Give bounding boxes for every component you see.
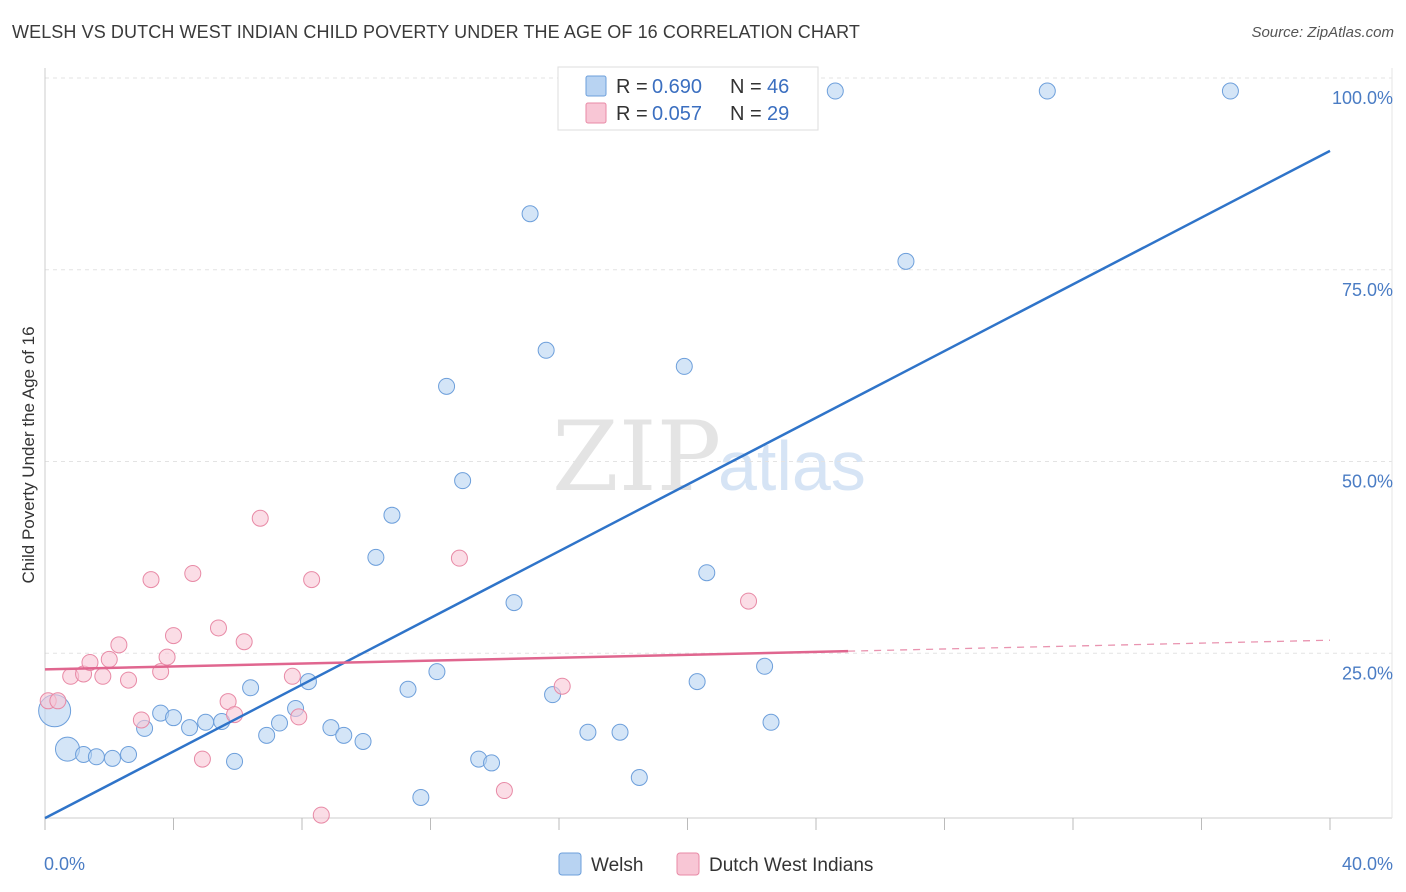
welsh-point-10 <box>197 713 215 731</box>
dutch-point-13 <box>165 627 182 645</box>
legend-swatch-dutch <box>585 102 607 124</box>
watermark-zip: ZIP <box>552 401 721 513</box>
x-tick-label-min: 0.0% <box>44 854 85 874</box>
dutch-point-26 <box>495 782 513 800</box>
welsh-point-4 <box>103 749 121 767</box>
bottom-legend-label-welsh: Welsh <box>591 855 643 876</box>
welsh-point-13 <box>242 679 260 697</box>
dutch-point-6 <box>100 650 118 668</box>
y-tick-label-75: 75.0% <box>1342 280 1393 300</box>
welsh-point-19 <box>335 726 353 744</box>
welsh-point-29 <box>483 754 501 772</box>
dutch-point-4 <box>81 653 99 671</box>
welsh-point-31 <box>521 205 539 223</box>
welsh-point-39 <box>698 564 716 582</box>
welsh-point-9 <box>181 719 199 737</box>
welsh-point-24 <box>412 788 430 806</box>
dutch-point-5 <box>94 667 112 685</box>
y-tick-label-50: 50.0% <box>1342 472 1393 492</box>
dutch-point-9 <box>132 711 150 729</box>
trendline-welsh <box>44 149 1331 820</box>
axes: 25.0% 50.0% 75.0% 100.0% 0.0% 40.0% <box>44 68 1393 874</box>
legend-r-value-dutch: 0.057 <box>652 103 702 125</box>
welsh-point-27 <box>454 472 472 490</box>
welsh-point-8 <box>165 709 182 727</box>
dutch-point-23 <box>303 571 321 589</box>
welsh-point-21 <box>367 548 385 566</box>
bottom-legend-swatch-dutch <box>676 852 700 876</box>
welsh-point-41 <box>762 713 780 731</box>
dutch-point-8 <box>120 671 138 689</box>
dutch-point-21 <box>283 667 301 685</box>
watermark-atlas: atlas <box>718 427 866 505</box>
dutch-point-22 <box>290 708 308 726</box>
welsh-point-34 <box>579 723 597 741</box>
welsh-point-40 <box>756 657 774 675</box>
dutch-point-12 <box>158 648 176 666</box>
dutch-point-25 <box>450 549 468 567</box>
welsh-point-38 <box>688 673 706 691</box>
welsh-point-23 <box>399 680 417 698</box>
trendline-dutch-extension <box>848 639 1331 652</box>
welsh-point-14 <box>258 726 276 744</box>
series-dutch <box>39 509 758 824</box>
trendline-dutch <box>44 649 849 671</box>
legend-n-value-dutch: 29 <box>767 103 789 125</box>
dutch-point-14 <box>184 564 202 582</box>
welsh-point-18 <box>322 719 340 737</box>
watermark: ZIP atlas <box>552 401 866 513</box>
dutch-point-19 <box>235 633 253 651</box>
legend-r-label-dutch: R = <box>616 103 648 125</box>
x-tick-label-max: 40.0% <box>1342 854 1393 874</box>
welsh-point-12 <box>226 752 244 770</box>
dutch-point-28 <box>740 592 758 610</box>
legend: R = 0.690 N = 46 R = 0.057 N = 29 <box>557 66 819 131</box>
welsh-point-26 <box>438 377 456 395</box>
welsh-point-20 <box>354 732 372 750</box>
bottom-legend-swatch-welsh <box>558 852 582 876</box>
y-tick-label-25: 25.0% <box>1342 663 1393 683</box>
welsh-point-37 <box>675 357 693 375</box>
welsh-point-42 <box>826 82 844 100</box>
welsh-point-43 <box>897 252 915 270</box>
chart-title: WELSH VS DUTCH WEST INDIAN CHILD POVERTY… <box>12 22 860 42</box>
bottom-legend: Welsh Dutch West Indians <box>558 852 873 876</box>
bottom-legend-label-dutch: Dutch West Indians <box>709 855 873 876</box>
dutch-point-24 <box>312 806 330 824</box>
dutch-point-1 <box>49 692 67 710</box>
welsh-point-44 <box>1038 82 1056 100</box>
y-axis-title: Child Poverty Under the Age of 16 <box>19 326 38 583</box>
welsh-point-5 <box>120 745 138 763</box>
dutch-point-7 <box>110 636 128 654</box>
dutch-point-15 <box>193 750 211 768</box>
dutch-point-27 <box>553 677 571 695</box>
dutch-point-10 <box>142 571 160 589</box>
welsh-point-3 <box>87 748 105 766</box>
grid <box>45 77 1392 654</box>
welsh-point-22 <box>383 506 401 524</box>
welsh-point-30 <box>505 594 523 612</box>
dutch-point-16 <box>209 619 227 637</box>
dutch-point-20 <box>251 509 269 527</box>
chart-source: Source: ZipAtlas.com <box>1251 24 1394 41</box>
trendlines <box>44 149 1331 820</box>
welsh-point-32 <box>537 341 555 359</box>
legend-n-value-welsh: 46 <box>767 76 789 98</box>
legend-r-value-welsh: 0.690 <box>652 76 702 98</box>
y-tick-label-100: 100.0% <box>1332 88 1393 108</box>
legend-r-label-welsh: R = <box>616 76 648 98</box>
welsh-point-35 <box>611 723 629 741</box>
legend-swatch-welsh <box>585 75 607 97</box>
legend-n-label-dutch: N = <box>730 103 762 125</box>
welsh-point-36 <box>630 769 648 787</box>
welsh-point-15 <box>271 714 289 732</box>
welsh-point-25 <box>428 663 446 681</box>
legend-n-label-welsh: N = <box>730 76 762 98</box>
welsh-point-45 <box>1221 82 1239 100</box>
